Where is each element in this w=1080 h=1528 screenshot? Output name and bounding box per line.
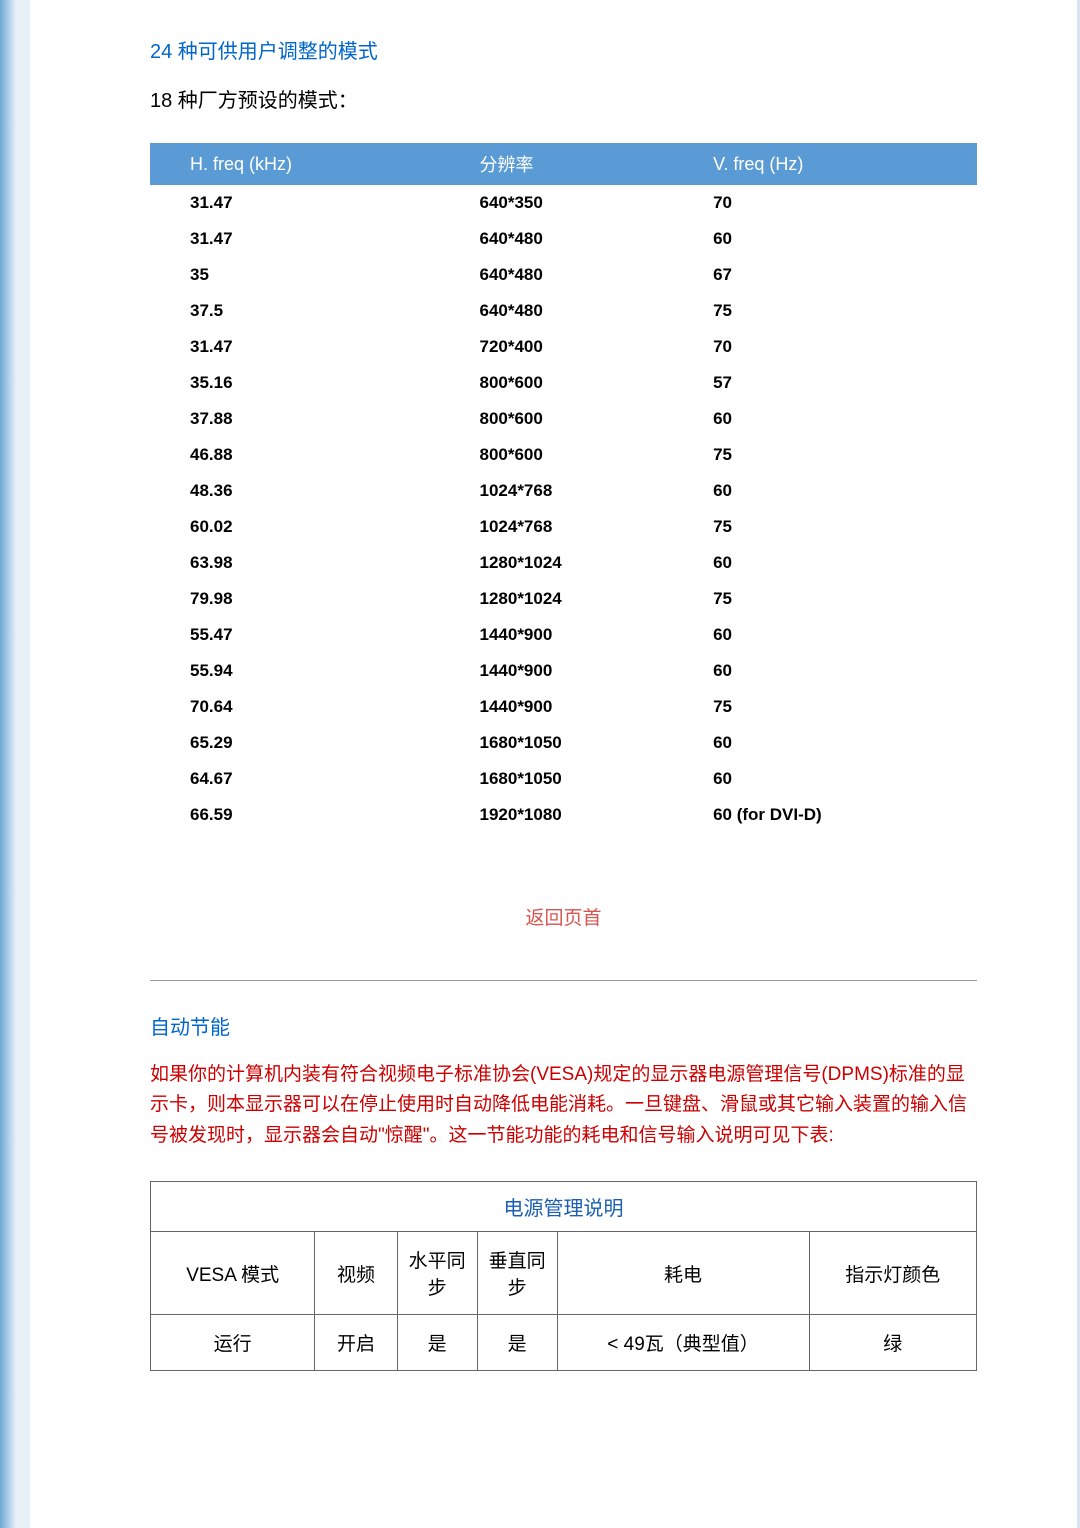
preset-cell: 1024*768 <box>460 473 694 509</box>
power-cell-mode: 运行 <box>151 1315 315 1371</box>
preset-cell: 48.36 <box>150 473 460 509</box>
preset-cell: 60 <box>693 725 977 761</box>
preset-cell: 60.02 <box>150 509 460 545</box>
preset-row: 35640*48067 <box>150 257 977 293</box>
preset-cell: 75 <box>693 689 977 725</box>
power-cell-hsync: 是 <box>397 1315 477 1371</box>
preset-row: 66.591920*108060 (for DVI-D) <box>150 797 977 833</box>
preset-row: 37.5640*48075 <box>150 293 977 329</box>
preset-cell: 37.5 <box>150 293 460 329</box>
preset-cell: 31.47 <box>150 221 460 257</box>
user-modes-title: 24 种可供用户调整的模式 <box>150 35 977 64</box>
preset-cell: 75 <box>693 437 977 473</box>
preset-cell: 64.67 <box>150 761 460 797</box>
preset-cell: 60 <box>693 473 977 509</box>
back-to-top-link[interactable]: 返回页首 <box>150 903 977 930</box>
preset-row: 35.16800*60057 <box>150 365 977 401</box>
preset-cell: 75 <box>693 581 977 617</box>
preset-cell: 60 (for DVI-D) <box>693 797 977 833</box>
preset-cell: 640*480 <box>460 257 694 293</box>
preset-cell: 800*600 <box>460 365 694 401</box>
preset-cell: 55.94 <box>150 653 460 689</box>
power-table-title: 电源管理说明 <box>151 1182 977 1232</box>
preset-cell: 75 <box>693 509 977 545</box>
preset-cell: 31.47 <box>150 329 460 365</box>
preset-row: 37.88800*60060 <box>150 401 977 437</box>
preset-row: 31.47720*40070 <box>150 329 977 365</box>
preset-row: 31.47640*35070 <box>150 185 977 221</box>
preset-modes-table: H. freq (kHz) 分辨率 V. freq (Hz) 31.47640*… <box>150 143 977 833</box>
preset-row: 55.941440*90060 <box>150 653 977 689</box>
power-header-video: 视频 <box>315 1232 397 1315</box>
preset-row: 65.291680*105060 <box>150 725 977 761</box>
power-header-consumption: 耗电 <box>557 1232 809 1315</box>
preset-cell: 79.98 <box>150 581 460 617</box>
preset-cell: 1920*1080 <box>460 797 694 833</box>
preset-cell: 60 <box>693 401 977 437</box>
preset-cell: 60 <box>693 545 977 581</box>
preset-row: 64.671680*105060 <box>150 761 977 797</box>
preset-header-hfreq: H. freq (kHz) <box>150 143 460 185</box>
preset-row: 60.021024*76875 <box>150 509 977 545</box>
preset-cell: 1440*900 <box>460 617 694 653</box>
power-cell-consumption: < 49瓦（典型值） <box>557 1315 809 1371</box>
power-header-hsync: 水平同步 <box>397 1232 477 1315</box>
power-cell-vsync: 是 <box>477 1315 557 1371</box>
preset-cell: 67 <box>693 257 977 293</box>
preset-cell: 65.29 <box>150 725 460 761</box>
preset-row: 48.361024*76860 <box>150 473 977 509</box>
preset-cell: 60 <box>693 617 977 653</box>
power-cell-led: 绿 <box>809 1315 977 1371</box>
preset-cell: 70 <box>693 329 977 365</box>
preset-cell: 75 <box>693 293 977 329</box>
preset-cell: 800*600 <box>460 437 694 473</box>
preset-cell: 37.88 <box>150 401 460 437</box>
preset-cell: 70.64 <box>150 689 460 725</box>
preset-cell: 1024*768 <box>460 509 694 545</box>
power-header-led: 指示灯颜色 <box>809 1232 977 1315</box>
section-divider <box>150 980 977 981</box>
power-management-table: 电源管理说明 VESA 模式 视频 水平同步 垂直同步 耗电 指示灯颜色 运行 … <box>150 1181 977 1371</box>
auto-power-save-title: 自动节能 <box>150 1011 977 1040</box>
preset-cell: 1680*1050 <box>460 725 694 761</box>
factory-modes-subtitle: 18 种厂方预设的模式： <box>150 84 977 113</box>
preset-row: 70.641440*90075 <box>150 689 977 725</box>
preset-cell: 60 <box>693 221 977 257</box>
preset-cell: 55.47 <box>150 617 460 653</box>
preset-cell: 66.59 <box>150 797 460 833</box>
preset-header-resolution: 分辨率 <box>460 143 694 185</box>
preset-cell: 31.47 <box>150 185 460 221</box>
preset-row: 31.47640*48060 <box>150 221 977 257</box>
preset-cell: 720*400 <box>460 329 694 365</box>
preset-cell: 640*350 <box>460 185 694 221</box>
preset-cell: 63.98 <box>150 545 460 581</box>
preset-row: 79.981280*102475 <box>150 581 977 617</box>
preset-cell: 70 <box>693 185 977 221</box>
power-header-vesa: VESA 模式 <box>151 1232 315 1315</box>
preset-cell: 60 <box>693 761 977 797</box>
preset-cell: 1440*900 <box>460 689 694 725</box>
preset-cell: 60 <box>693 653 977 689</box>
preset-cell: 46.88 <box>150 437 460 473</box>
preset-cell: 1280*1024 <box>460 545 694 581</box>
preset-row: 63.981280*102460 <box>150 545 977 581</box>
preset-row: 46.88800*60075 <box>150 437 977 473</box>
preset-cell: 35.16 <box>150 365 460 401</box>
page-container: 24 种可供用户调整的模式 18 种厂方预设的模式： H. freq (kHz)… <box>30 0 1080 1528</box>
preset-header-vfreq: V. freq (Hz) <box>693 143 977 185</box>
power-save-description: 如果你的计算机内装有符合视频电子标准协会(VESA)规定的显示器电源管理信号(D… <box>150 1060 977 1151</box>
preset-cell: 57 <box>693 365 977 401</box>
power-cell-video: 开启 <box>315 1315 397 1371</box>
preset-cell: 640*480 <box>460 221 694 257</box>
preset-cell: 1280*1024 <box>460 581 694 617</box>
preset-cell: 35 <box>150 257 460 293</box>
preset-row: 55.471440*90060 <box>150 617 977 653</box>
power-header-vsync: 垂直同步 <box>477 1232 557 1315</box>
preset-cell: 640*480 <box>460 293 694 329</box>
preset-cell: 800*600 <box>460 401 694 437</box>
preset-cell: 1440*900 <box>460 653 694 689</box>
preset-cell: 1680*1050 <box>460 761 694 797</box>
